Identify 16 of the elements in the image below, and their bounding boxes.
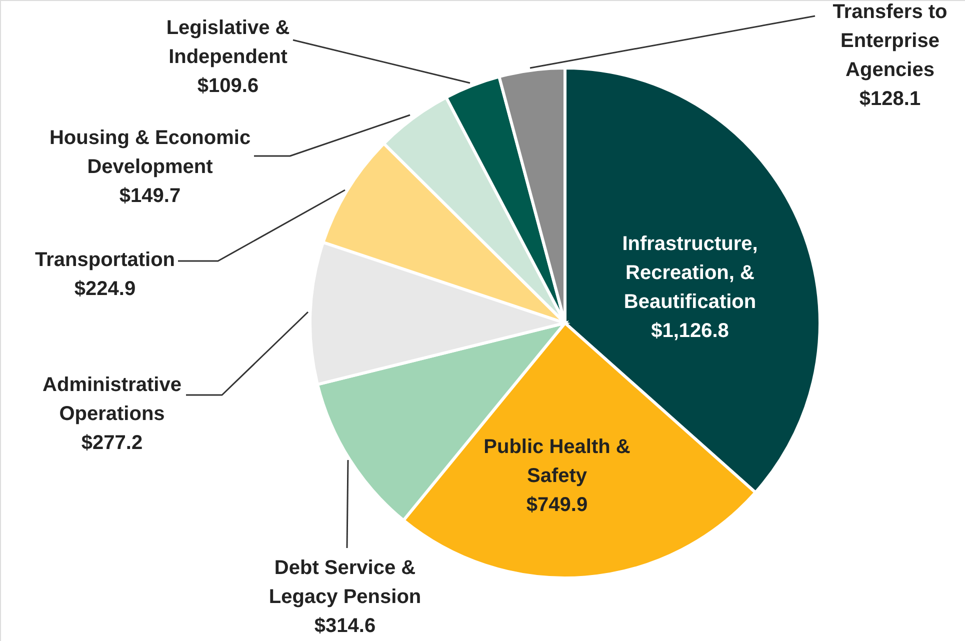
data-label: $128.1: [859, 88, 921, 110]
data-label: $224.9: [74, 278, 136, 300]
data-label: $1,126.8: [651, 320, 729, 342]
slice-label: Transfers to Enterprise Agencies: [832, 1, 948, 81]
slice-label: Infrastructure, Recreation, & Beautification: [622, 233, 758, 313]
slice-label: Transportation: [34, 249, 176, 271]
slice-label: Public Health & Safety: [484, 436, 630, 487]
data-label: $277.2: [81, 432, 143, 454]
data-label: $314.6: [314, 615, 376, 637]
data-label: $749.9: [526, 494, 588, 516]
slice-label: Legislative & Independent: [166, 17, 290, 68]
data-label: $109.6: [197, 75, 259, 97]
data-label: $149.7: [119, 185, 181, 207]
slice-label: Debt Service & Legacy Pension: [268, 557, 422, 608]
slice-label: Housing & Economic Development: [49, 127, 251, 178]
slice-label: Administrative Operations: [42, 374, 182, 425]
